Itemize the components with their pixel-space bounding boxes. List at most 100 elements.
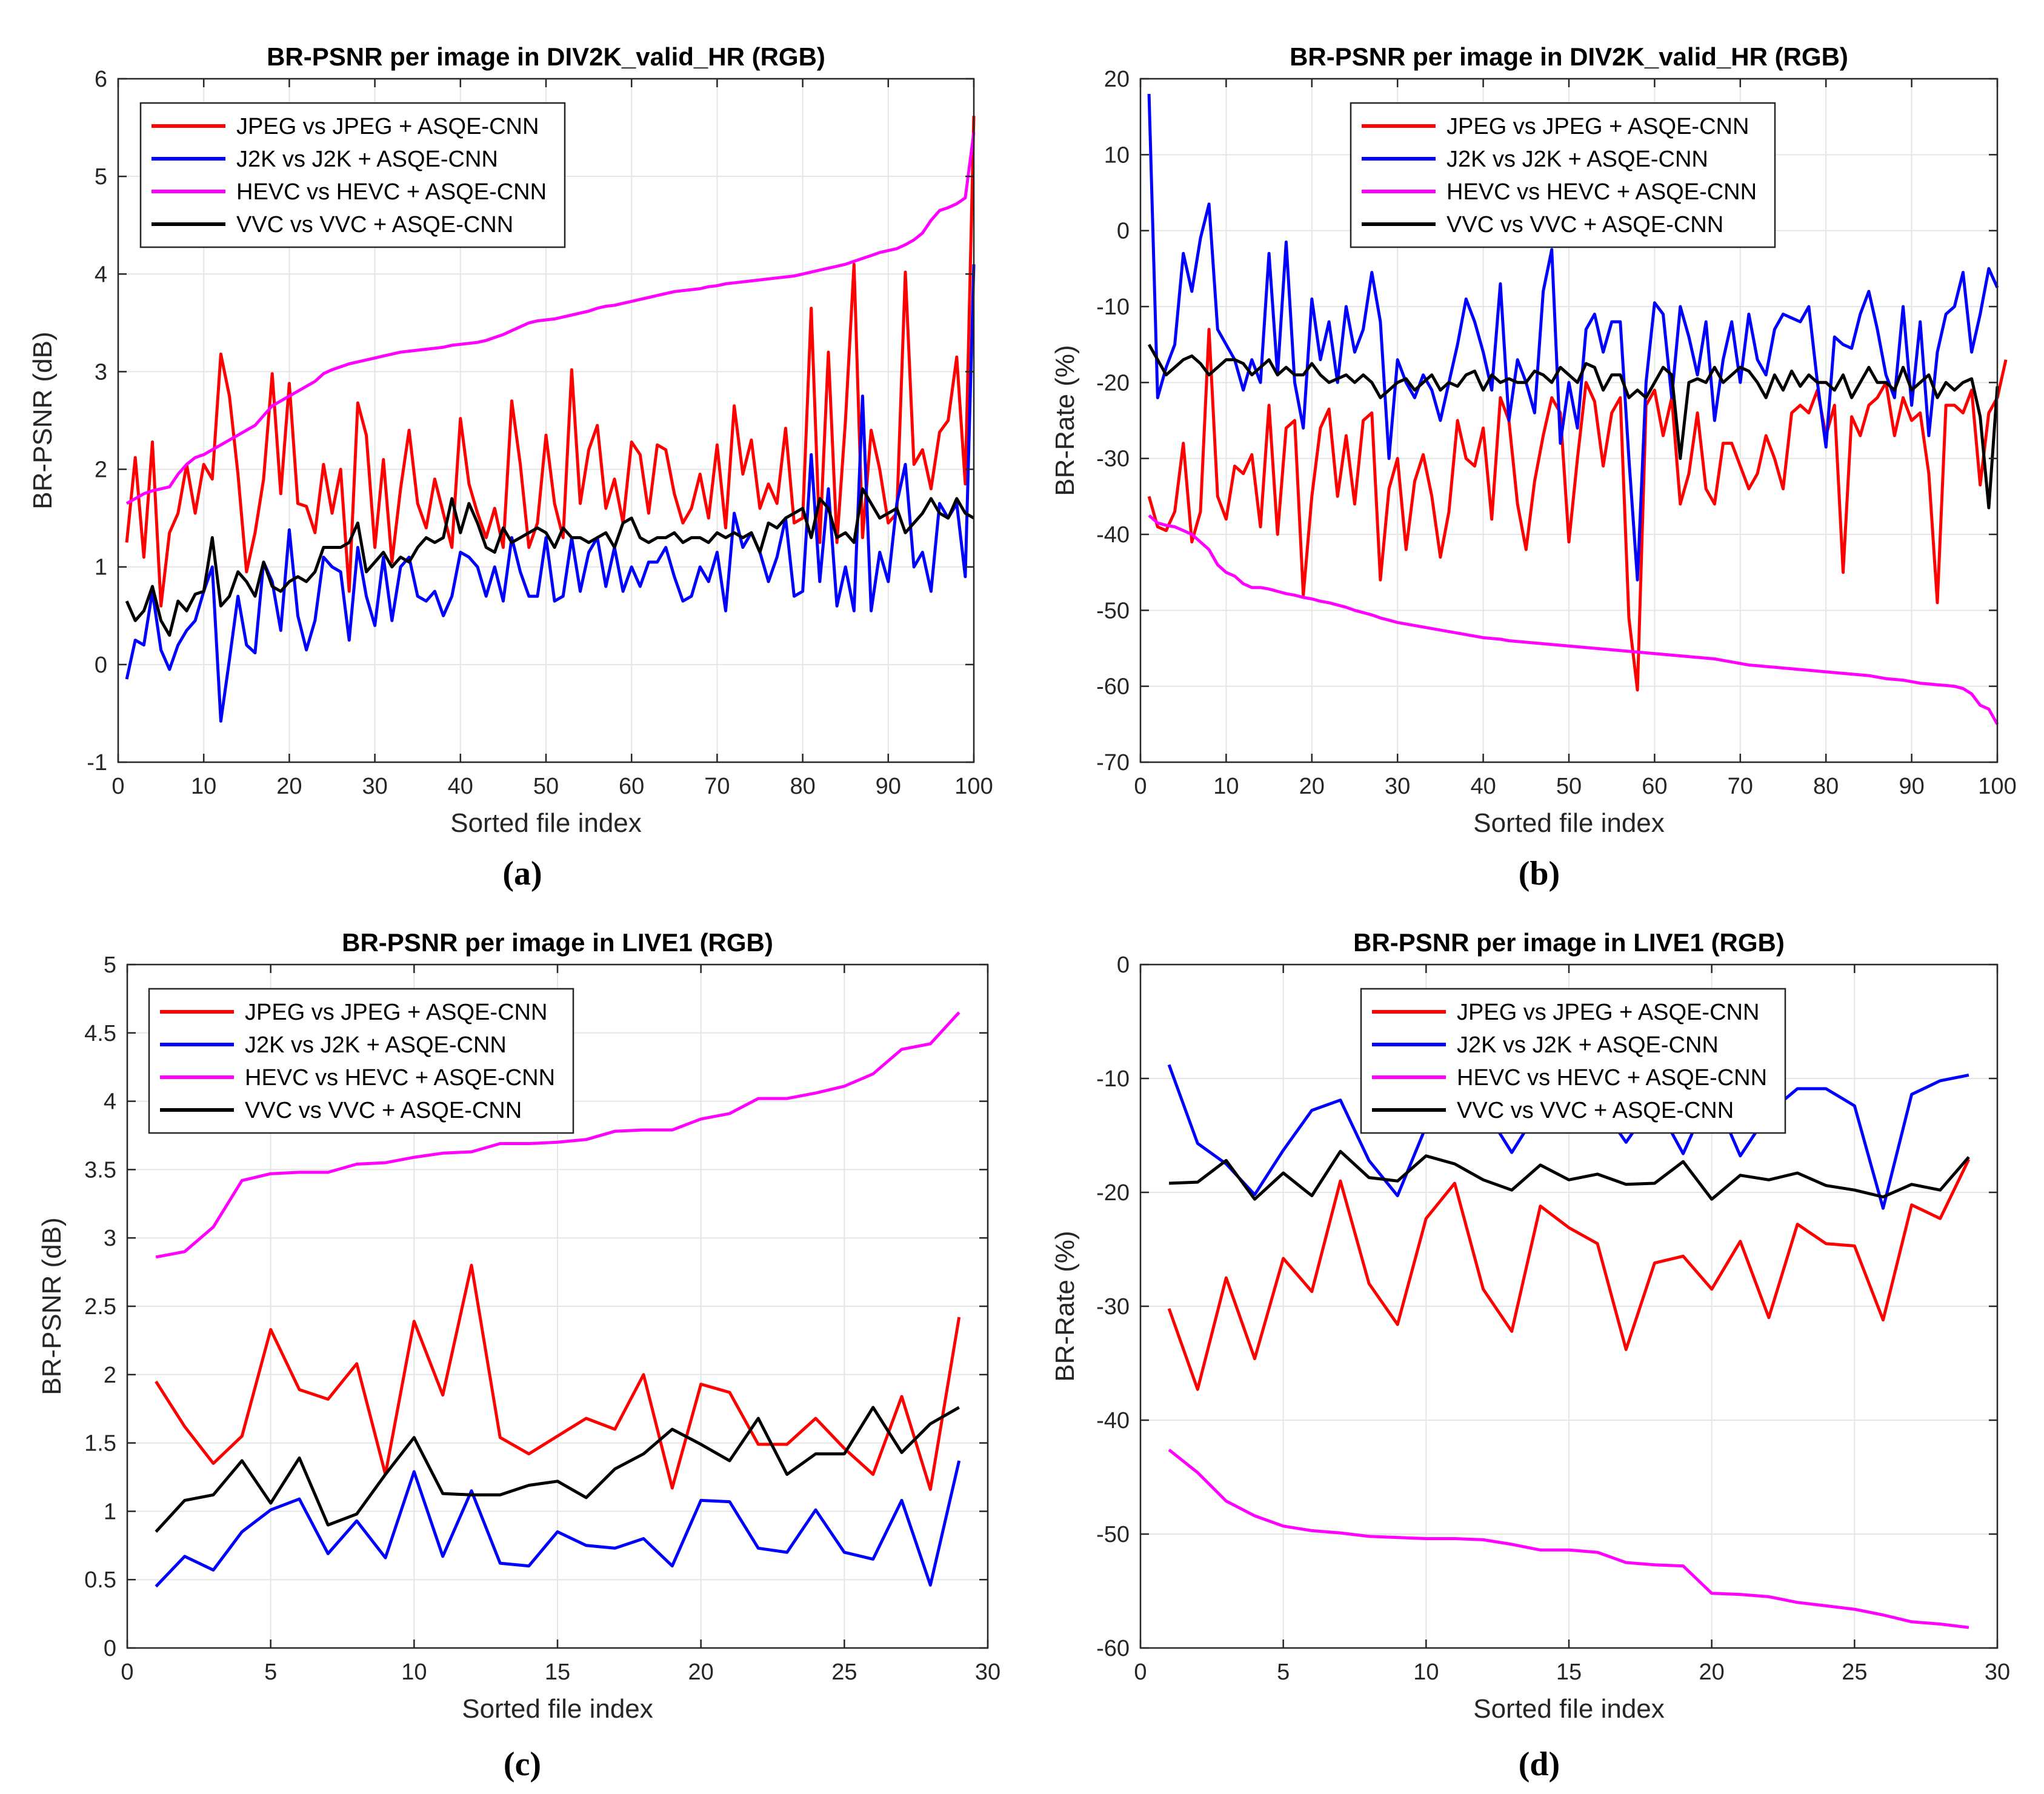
chart-panel-d: 0 5 10 15 20 25 30 -60 -50 -40 -30 -20 -10 0 BR-PSNR p… [1022,915,2044,1751]
series-line-hevc [1148,514,1999,725]
legend-label-hevc: HEVC vs HEVC + ASQE-CNN [1457,1065,1767,1091]
x-tick-label: 60 [1642,774,1667,799]
ticks: 0 5 10 15 20 25 30 0 0.5 1 1.5 2 2.5 3 3.5 4 4.5 5 [84,952,1000,1685]
chart-title: BR-PSNR per image in LIVE1 (RGB) [342,928,773,957]
y-tick-label: -60 [1096,674,1130,700]
legend-label-jpeg: JPEG vs JPEG + ASQE-CNN [1446,114,1749,139]
y-tick-label: 20 [1104,67,1130,92]
y-tick-label: 1 [95,555,107,580]
legend-label-j2k: J2K vs J2K + ASQE-CNN [236,147,498,172]
caption-d: (d) [1518,1746,1560,1783]
x-tick-label: 20 [1299,774,1325,799]
caption-a: (a) [502,855,542,892]
legend-label-hevc: HEVC vs HEVC + ASQE-CNN [1446,179,1757,205]
series-line-jpeg [155,1263,961,1491]
series-group [1167,1064,1971,1629]
y-tick-label: -60 [1096,1636,1130,1661]
y-tick-label: 4.5 [84,1021,116,1046]
y-tick-label: 0 [104,1636,116,1661]
series-line-jpeg [1147,328,2008,692]
y-tick-label: 3 [104,1226,116,1251]
legend-label-jpeg: JPEG vs JPEG + ASQE-CNN [245,1000,547,1025]
chart-panel-a: 0 10 20 30 40 50 60 70 80 90 100 -1 0 1 2 3 4 5 6 BR-PSNR p… [0,0,1022,848]
y-tick-label: 3.5 [84,1157,116,1183]
y-tick-label: -30 [1096,1294,1130,1320]
series-line-hevc [1168,1448,1969,1629]
y-tick-label: 4 [95,262,107,287]
x-tick-label: 100 [1978,774,2016,799]
x-tick-label: 50 [533,774,559,799]
x-tick-label: 30 [362,774,387,799]
series-line-j2k [1147,94,1999,582]
y-tick-label: -30 [1096,447,1130,472]
y-tick-label: 2.5 [84,1294,116,1320]
y-tick-label: -70 [1096,750,1130,776]
chart-title: BR-PSNR per image in LIVE1 (RGB) [1353,928,1785,957]
y-tick-label: -1 [87,750,107,776]
x-tick-label: 80 [1813,774,1839,799]
y-tick-label: 2 [104,1363,116,1388]
x-axis-label: Sorted file index [450,808,642,838]
y-tick-label: -10 [1096,1066,1130,1092]
x-tick-label: 40 [448,774,473,799]
y-tick-label: 4 [104,1089,116,1115]
legend-label-j2k: J2K vs J2K + ASQE-CNN [245,1032,507,1058]
x-tick-label: 30 [1985,1659,2010,1685]
legend: JPEG vs JPEG + ASQE-CNN J2K vs J2K + ASQE… [1360,988,1786,1134]
x-tick-label: 25 [831,1659,857,1685]
series-line-vvc [1168,1149,1970,1201]
y-tick-label: 0 [1117,952,1130,978]
x-tick-label: 40 [1470,774,1496,799]
series-line-hevc [155,1011,960,1259]
ticks: 0 5 10 15 20 25 30 -60 -50 -40 -30 -20 -10 0 [1096,952,2010,1685]
y-axis-label: BR-Rate (%) [1050,345,1080,496]
x-tick-label: 0 [112,774,124,799]
y-tick-label: 0 [95,653,107,678]
x-tick-label: 30 [975,1659,1000,1685]
x-tick-label: 10 [1213,774,1239,799]
y-tick-label: 10 [1104,142,1130,168]
x-tick-label: 20 [276,774,302,799]
legend: JPEG vs JPEG + ASQE-CNN J2K vs J2K + ASQE… [148,988,574,1134]
series-line-hevc [125,132,976,505]
chart-c: 0 5 10 15 20 25 30 0 0.5 1 1.5 2 2.5 3 3.5 4 4.5 5 BR-PSNR… [37,928,1000,1724]
y-tick-label: 5 [104,952,116,978]
x-axis-label: Sorted file index [1473,808,1665,838]
y-tick-label: -50 [1096,1522,1130,1547]
y-tick-label: -50 [1096,598,1130,623]
y-axis-label: BR-PSNR (dB) [28,331,58,509]
x-tick-label: 80 [790,774,815,799]
y-tick-label: -40 [1096,522,1130,548]
x-tick-label: 20 [688,1659,714,1685]
x-tick-label: 5 [264,1659,277,1685]
legend-label-vvc: VVC vs VVC + ASQE-CNN [1446,212,1723,238]
y-tick-label: 6 [95,67,107,92]
x-tick-label: 0 [1134,1659,1147,1685]
x-tick-label: 30 [1385,774,1410,799]
legend: JPEG vs JPEG + ASQE-CNN J2K vs J2K + ASQE… [139,102,566,248]
x-tick-label: 10 [401,1659,427,1685]
y-tick-label: 0.5 [84,1567,116,1593]
legend-label-jpeg: JPEG vs JPEG + ASQE-CNN [236,114,539,139]
x-tick-label: 0 [1134,774,1147,799]
y-tick-label: -10 [1096,294,1130,320]
y-tick-label: 0 [1117,219,1130,244]
y-tick-label: 5 [95,164,107,190]
y-tick-label: -40 [1096,1408,1130,1434]
x-axis-label: Sorted file index [462,1694,653,1724]
legend-label-vvc: VVC vs VVC + ASQE-CNN [236,212,513,238]
chart-b: 0 10 20 30 40 50 60 70 80 90 100-70-60-50-40-30-20… [1050,42,2017,838]
legend-label-vvc: VVC vs VVC + ASQE-CNN [1457,1098,1734,1123]
series-line-vvc [1147,344,1999,510]
series-group [155,1011,961,1588]
chart-title: BR-PSNR per image in DIV2K_valid_HR (RGB… [1290,42,1848,71]
x-tick-label: 15 [545,1659,570,1685]
x-tick-label: 90 [876,774,901,799]
legend-label-j2k: J2K vs J2K + ASQE-CNN [1446,147,1708,172]
series-group [125,116,976,723]
x-tick-label: 5 [1277,1659,1290,1685]
series-line-jpeg [1167,1158,1971,1391]
x-tick-label: 10 [1413,1659,1439,1685]
series-line-j2k [155,1460,961,1588]
